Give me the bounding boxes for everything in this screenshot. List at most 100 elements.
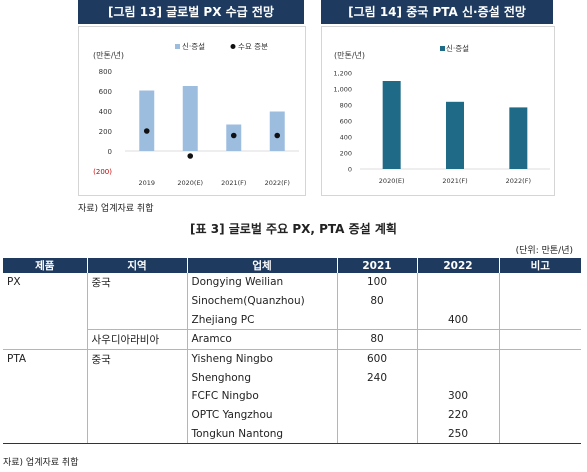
cell-product	[3, 368, 87, 387]
x-tick-label: 2022(F)	[265, 179, 290, 187]
table-title: [표 3] 글로벌 주요 PX, PTA 증설 계획	[190, 222, 397, 236]
cell-product	[3, 330, 87, 350]
x-tick-label: 2021(F)	[221, 179, 246, 187]
legend-swatch-new-capacity	[440, 46, 445, 51]
cell-2022	[416, 329, 499, 350]
table-row: FCFC Ningbo 300	[3, 387, 581, 406]
figure13-legend: 신·증설 수요 증분	[175, 42, 268, 51]
cell-note	[498, 310, 581, 330]
cell-2021	[336, 310, 417, 330]
table-row: PX 중국 Dongying Weilian 100	[3, 273, 581, 292]
bar-new-capacity	[139, 90, 155, 151]
figure13-plot: 800 600 400 200 0 (200) 2019 2020(E) 2021(F) 2022…	[93, 68, 299, 187]
table-row: Tongkun Nantong 250	[3, 424, 581, 445]
cell-region	[86, 405, 187, 425]
table-unit: (단위: 만톤/년)	[515, 246, 573, 256]
y-tick-label: 800	[340, 102, 352, 110]
legend-label-new-capacity: 신·증설	[446, 44, 469, 53]
table-row: PTA 중국 Yisheng Ningbo 600	[3, 348, 581, 369]
cell-company: OPTC Yangzhou	[186, 405, 337, 425]
y-tick-label: 400	[99, 108, 112, 116]
cell-region: 중국	[86, 348, 187, 369]
figure14-plot: 1,200 1,000 800 600 400 200 0 2020(E) 2021(F) 202…	[333, 70, 550, 185]
cell-2021: 80	[336, 291, 417, 311]
y-tick-label: 0	[108, 148, 112, 156]
y-tick-label: 800	[99, 68, 112, 76]
cell-2022	[416, 291, 499, 311]
table-row: OPTC Yangzhou 220	[3, 405, 581, 425]
source-note-top: 자료) 업계자료 취합	[78, 204, 154, 214]
cell-region: 사우디아라비아	[86, 329, 187, 350]
x-tick-label: 2021(F)	[442, 177, 467, 185]
cell-region	[86, 424, 187, 445]
cell-2022: 250	[416, 424, 499, 445]
point-demand-increase	[187, 153, 194, 159]
header-product: 제품	[3, 258, 87, 273]
cell-company: Yisheng Ningbo	[186, 348, 337, 369]
cell-region	[86, 368, 187, 388]
legend-label-demand: 수요 증분	[238, 42, 268, 51]
table-header-row: 제품 지역 업체 2021 2022 비고	[3, 258, 581, 273]
cell-note	[498, 387, 581, 406]
cell-note	[498, 405, 581, 425]
cell-product	[3, 424, 87, 445]
y-tick-label: 400	[340, 134, 352, 142]
cell-product	[3, 387, 87, 406]
table-row: Shenghong 240	[3, 368, 581, 388]
cell-product	[3, 406, 87, 425]
legend-marker-demand	[230, 44, 236, 49]
cell-2021	[336, 424, 417, 445]
header-2021: 2021	[336, 258, 417, 273]
cell-product	[3, 310, 87, 329]
cell-product	[3, 292, 87, 311]
y-tick-label: (200)	[93, 168, 112, 176]
bar-new-capacity	[509, 107, 528, 169]
cell-company: Zhejiang PC	[186, 310, 337, 330]
cell-2021: 600	[336, 348, 417, 369]
cell-company: Aramco	[186, 329, 337, 350]
cell-2022: 300	[416, 387, 499, 406]
cell-product: PX	[7, 276, 21, 289]
header-region: 지역	[86, 258, 187, 273]
cell-2021: 240	[336, 368, 417, 388]
cell-region	[86, 387, 187, 406]
table-row: 사우디아라비아 Aramco 80	[3, 329, 581, 350]
cell-2021: 100	[336, 273, 417, 292]
figure13-chart: (만톤/년) 신·증설 수요 증분 800 600 400 200 0 (200) 2019 2…	[78, 26, 306, 196]
figure14-chart: (만톤/년) 신·증설 1,200 1,000 800 600 400 200 0 2020(…	[321, 26, 555, 196]
bar-new-capacity	[446, 101, 464, 169]
x-tick-label: 2019	[138, 179, 155, 187]
y-tick-label: 1,000	[333, 86, 352, 94]
figure13-unit-label: (만톤/년)	[93, 50, 124, 60]
cell-note	[498, 291, 581, 311]
cell-company: Sinochem(Quanzhou)	[186, 291, 337, 311]
x-tick-label: 2020(E)	[379, 177, 405, 185]
cell-company: Tongkun Nantong	[186, 424, 337, 445]
point-demand-increase	[274, 132, 281, 139]
y-tick-label: 600	[99, 88, 112, 96]
y-tick-label: 600	[340, 118, 352, 126]
figure13-svg: (만톤/년) 신·증설 수요 증분 800 600 400 200 0 (200) 2019 2…	[93, 42, 299, 187]
cell-2021	[336, 405, 417, 425]
cell-note	[498, 424, 581, 445]
figure13-title: [그림 13] 글로벌 PX 수급 전망	[78, 0, 304, 24]
header-company: 업체	[186, 258, 337, 273]
y-tick-label: 200	[99, 128, 112, 136]
y-tick-label: 0	[348, 166, 352, 174]
cell-note	[498, 273, 581, 292]
cell-note	[498, 368, 581, 388]
legend-swatch-new-capacity	[175, 44, 180, 49]
cell-region	[86, 291, 187, 311]
table-row: Sinochem(Quanzhou) 80	[3, 291, 581, 311]
header-note: 비고	[498, 258, 581, 273]
point-demand-increase	[143, 128, 150, 134]
point-demand-increase	[230, 132, 237, 139]
cell-2021	[336, 387, 417, 406]
bar-new-capacity	[269, 111, 285, 151]
header-2022: 2022	[416, 258, 499, 273]
bar-new-capacity	[382, 81, 401, 169]
cell-2022	[416, 273, 499, 292]
x-tick-label: 2022(F)	[506, 177, 531, 185]
figure14-legend: 신·증설	[440, 44, 469, 53]
legend-label-new-capacity: 신·증설	[182, 42, 205, 51]
